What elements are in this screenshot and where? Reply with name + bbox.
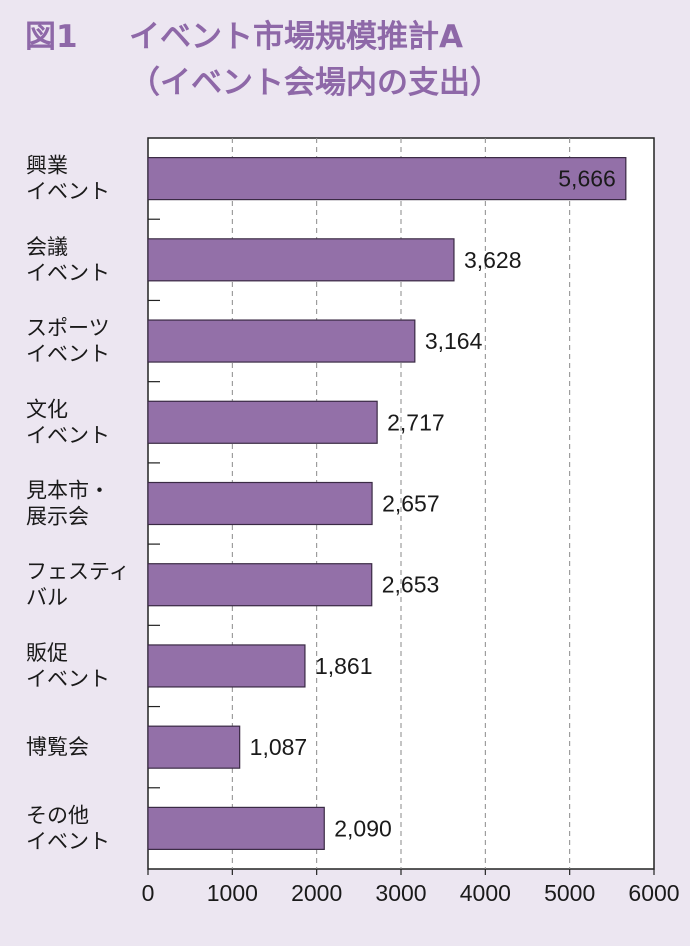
y-category-label: 興業 <box>26 154 68 178</box>
y-category-label: 見本市・ <box>26 479 110 503</box>
y-category-label: 展示会 <box>26 505 89 529</box>
chart-title-text: イベント市場規模推計A <box>129 19 463 55</box>
chart-subtitle: （イベント会場内の支出） <box>129 65 501 101</box>
data-label: 2,653 <box>382 572 440 598</box>
y-category-label: バル <box>26 586 68 610</box>
bar <box>147 238 455 282</box>
x-tick-label: 2000 <box>291 880 342 906</box>
x-tick-label: 1000 <box>207 880 258 906</box>
x-tick-label: 6000 <box>628 880 679 906</box>
y-category-label: イベント <box>26 423 110 447</box>
chart-title: 図1 イベント市場規模推計A <box>25 14 501 60</box>
y-category-label: 博覧会 <box>26 735 89 759</box>
data-label: 2,090 <box>334 815 392 841</box>
data-label: 5,666 <box>558 166 616 192</box>
y-category-label: イベント <box>26 261 110 285</box>
y-category-label: スポーツ <box>26 316 110 340</box>
x-tick-label: 5000 <box>544 880 595 906</box>
bar <box>147 400 378 444</box>
data-label: 3,628 <box>464 247 522 273</box>
figure-number: 図1 <box>25 19 78 55</box>
data-label: 3,164 <box>425 328 483 354</box>
data-label: 2,717 <box>387 409 445 435</box>
bar <box>147 644 306 688</box>
data-label: 2,657 <box>382 491 440 517</box>
chart-title-block: 図1 イベント市場規模推計A （イベント会場内の支出） <box>25 14 501 106</box>
data-label: 1,087 <box>250 734 308 760</box>
y-category-label: イベント <box>26 667 110 691</box>
y-category-label: イベント <box>26 829 110 853</box>
y-category-label: 会議 <box>26 235 68 259</box>
data-label: 1,861 <box>315 653 373 679</box>
bar <box>147 806 325 850</box>
y-category-label: フェスティ <box>26 560 130 584</box>
bar <box>147 725 241 769</box>
y-category-label: イベント <box>26 342 110 366</box>
y-category-label: イベント <box>26 180 110 204</box>
bar <box>147 481 373 526</box>
y-category-label: 文化 <box>26 397 68 421</box>
bar <box>147 157 627 201</box>
bar <box>147 319 416 363</box>
x-tick-label: 0 <box>142 880 155 906</box>
x-tick-label: 3000 <box>375 880 426 906</box>
x-tick-label: 4000 <box>460 880 511 906</box>
bar <box>147 563 373 607</box>
y-category-label: その他 <box>26 803 89 827</box>
y-category-label: 販促 <box>26 641 68 665</box>
